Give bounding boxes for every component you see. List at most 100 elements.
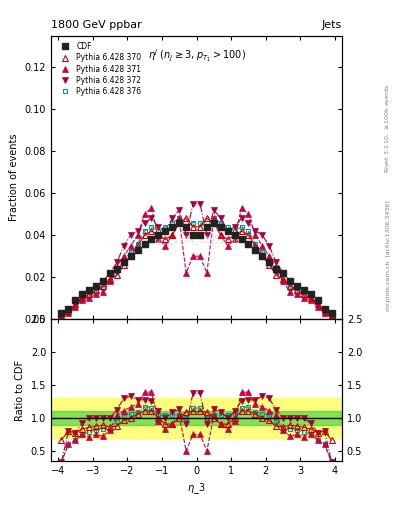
Pythia 6.428 372 [288, 279, 292, 285]
Pythia 6.428 370 [191, 224, 195, 230]
Pythia 6.428 370 [149, 228, 154, 234]
CDF [156, 232, 161, 238]
Pythia 6.428 376 [156, 228, 161, 234]
Pythia 6.428 370 [294, 287, 299, 293]
Pythia 6.428 376 [281, 279, 285, 285]
Pythia 6.428 370 [184, 216, 189, 222]
Pythia 6.428 370 [198, 224, 202, 230]
CDF [260, 253, 264, 259]
Pythia 6.428 371 [121, 253, 126, 259]
Pythia 6.428 376 [288, 285, 292, 291]
CDF [294, 283, 299, 289]
Pythia 6.428 376 [73, 304, 78, 310]
CDF [129, 253, 133, 259]
Pythia 6.428 371 [294, 291, 299, 297]
Pythia 6.428 371 [315, 304, 320, 310]
Pythia 6.428 372 [177, 207, 182, 213]
Pythia 6.428 372 [114, 260, 119, 266]
Pythia 6.428 370 [315, 302, 320, 308]
Pythia 6.428 376 [66, 310, 71, 316]
Pythia 6.428 372 [108, 270, 112, 276]
Pythia 6.428 376 [204, 224, 209, 230]
CDF [121, 260, 126, 266]
CDF [191, 232, 195, 238]
Pythia 6.428 371 [219, 232, 223, 238]
Pythia 6.428 372 [73, 302, 78, 308]
CDF [288, 279, 292, 285]
Pythia 6.428 376 [253, 241, 258, 247]
Pythia 6.428 370 [253, 243, 258, 249]
CDF [329, 310, 334, 316]
Pythia 6.428 376 [87, 293, 92, 299]
Pythia 6.428 370 [80, 295, 84, 301]
Pythia 6.428 372 [198, 201, 202, 207]
Pythia 6.428 372 [156, 224, 161, 230]
Pythia 6.428 376 [232, 228, 237, 234]
Pythia 6.428 372 [253, 228, 258, 234]
CDF [163, 228, 168, 234]
Pythia 6.428 376 [260, 249, 264, 255]
Pythia 6.428 376 [177, 216, 182, 222]
CDF [80, 291, 84, 297]
Text: CDF_1994_S2952106: CDF_1994_S2952106 [152, 236, 241, 244]
Text: 1800 GeV ppbar: 1800 GeV ppbar [51, 20, 142, 31]
Pythia 6.428 372 [274, 260, 279, 266]
Pythia 6.428 376 [94, 289, 99, 295]
Pythia 6.428 372 [66, 308, 71, 314]
CDF [101, 279, 105, 285]
Pythia 6.428 370 [219, 232, 223, 238]
Line: Pythia 6.428 372: Pythia 6.428 372 [59, 201, 334, 320]
Pythia 6.428 370 [239, 228, 244, 234]
Pythia 6.428 370 [177, 220, 182, 226]
CDF [211, 220, 216, 226]
X-axis label: $\eta\_3$: $\eta\_3$ [187, 481, 206, 496]
Pythia 6.428 370 [267, 262, 272, 268]
CDF [108, 270, 112, 276]
CDF [135, 247, 140, 253]
Pythia 6.428 371 [288, 289, 292, 295]
Pythia 6.428 371 [267, 253, 272, 259]
Pythia 6.428 372 [80, 293, 84, 299]
Y-axis label: Ratio to CDF: Ratio to CDF [15, 359, 25, 420]
Pythia 6.428 372 [149, 216, 154, 222]
CDF [246, 241, 251, 247]
Pythia 6.428 371 [198, 253, 202, 259]
Pythia 6.428 371 [177, 216, 182, 222]
Pythia 6.428 376 [184, 224, 189, 230]
Pythia 6.428 376 [121, 258, 126, 264]
Pythia 6.428 376 [219, 220, 223, 226]
CDF [281, 270, 285, 276]
Pythia 6.428 372 [294, 283, 299, 289]
Pythia 6.428 370 [225, 237, 230, 243]
Pythia 6.428 372 [267, 243, 272, 249]
Pythia 6.428 376 [225, 224, 230, 230]
CDF [198, 232, 202, 238]
CDF [94, 283, 99, 289]
Text: mcplots.cern.ch  [arXiv:1306.3436]: mcplots.cern.ch [arXiv:1306.3436] [386, 201, 391, 311]
Pythia 6.428 370 [260, 253, 264, 259]
Pythia 6.428 372 [184, 232, 189, 238]
Pythia 6.428 372 [225, 228, 230, 234]
Pythia 6.428 370 [156, 232, 161, 238]
Pythia 6.428 370 [59, 312, 64, 318]
Text: Jets: Jets [321, 20, 342, 31]
Pythia 6.428 376 [211, 216, 216, 222]
Pythia 6.428 371 [184, 270, 189, 276]
Pythia 6.428 371 [274, 264, 279, 270]
Pythia 6.428 371 [211, 216, 216, 222]
Y-axis label: Fraction of events: Fraction of events [9, 134, 19, 221]
CDF [267, 260, 272, 266]
Pythia 6.428 370 [73, 302, 78, 308]
Pythia 6.428 372 [204, 232, 209, 238]
Pythia 6.428 370 [309, 295, 313, 301]
Pythia 6.428 376 [329, 314, 334, 320]
Pythia 6.428 372 [142, 220, 147, 226]
Pythia 6.428 376 [274, 268, 279, 274]
Pythia 6.428 371 [101, 289, 105, 295]
Pythia 6.428 370 [94, 287, 99, 293]
Pythia 6.428 370 [101, 283, 105, 289]
Pythia 6.428 376 [322, 310, 327, 316]
Pythia 6.428 372 [191, 201, 195, 207]
Pythia 6.428 376 [170, 220, 174, 226]
Pythia 6.428 370 [66, 308, 71, 314]
